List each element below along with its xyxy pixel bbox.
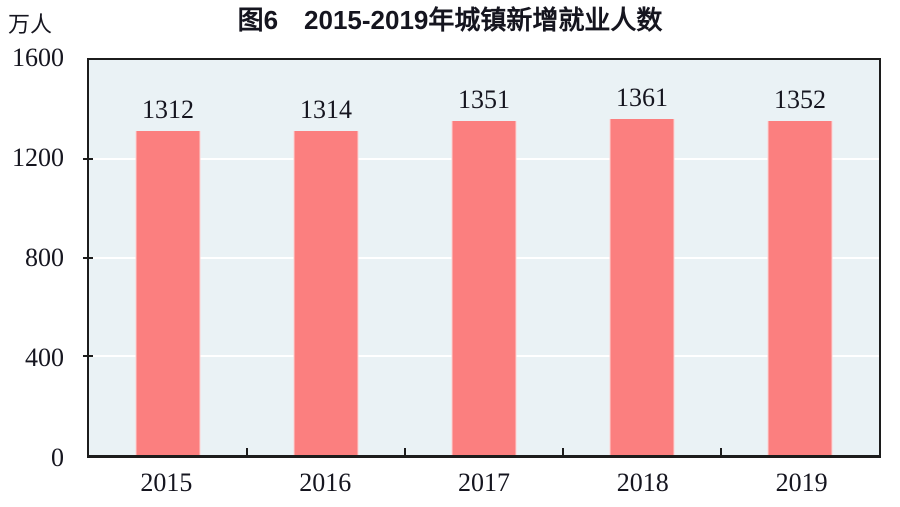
x-axis-label-2019: 2019 (775, 468, 828, 497)
y-axis-tick-label-1600: 1600 (12, 43, 64, 72)
bar-value-label-2018: 1361 (616, 83, 668, 113)
x-axis-label-2018: 2018 (616, 468, 669, 497)
y-axis-tick-1200 (83, 157, 93, 160)
x-axis-label-2017: 2017 (458, 468, 510, 497)
x-axis-labels: 2015 2016 2017 2018 2019 (87, 464, 881, 500)
x-axis-tick-3 (562, 448, 564, 455)
y-axis-tick-label-0: 0 (51, 443, 64, 472)
bar-2017 (451, 121, 517, 455)
x-axis-tick-1 (246, 448, 248, 455)
bar-value-label-2019: 1352 (774, 85, 826, 115)
y-axis-tick-label-800: 800 (25, 243, 64, 272)
bar-2016 (293, 130, 359, 455)
y-axis-tick-400 (83, 355, 93, 358)
y-axis-tick-800 (83, 256, 93, 259)
x-axis-label-2016: 2016 (299, 468, 352, 497)
chart-title: 图6 2015-2019年城镇新增就业人数 (237, 5, 663, 35)
y-axis-unit-label: 万人 (8, 12, 53, 37)
bar-value-label-2015: 1312 (142, 95, 194, 125)
bar-2015 (135, 131, 201, 455)
x-axis-tick-2 (404, 448, 406, 455)
y-axis-labels: 1600 1200 800 400 0 (0, 45, 64, 471)
bar-value-label-2016: 1314 (300, 94, 352, 124)
x-axis-tick-4 (720, 448, 722, 455)
x-axis-label-2015: 2015 (140, 468, 193, 497)
y-axis-tick-label-400: 400 (25, 343, 64, 372)
bar-2019 (767, 121, 833, 455)
bar-value-label-2017: 1351 (458, 85, 510, 115)
y-axis-tick-label-1200: 1200 (12, 143, 64, 172)
plot-area: 1312 1314 1351 1361 1352 (83, 58, 881, 458)
bar-2018 (609, 119, 675, 455)
